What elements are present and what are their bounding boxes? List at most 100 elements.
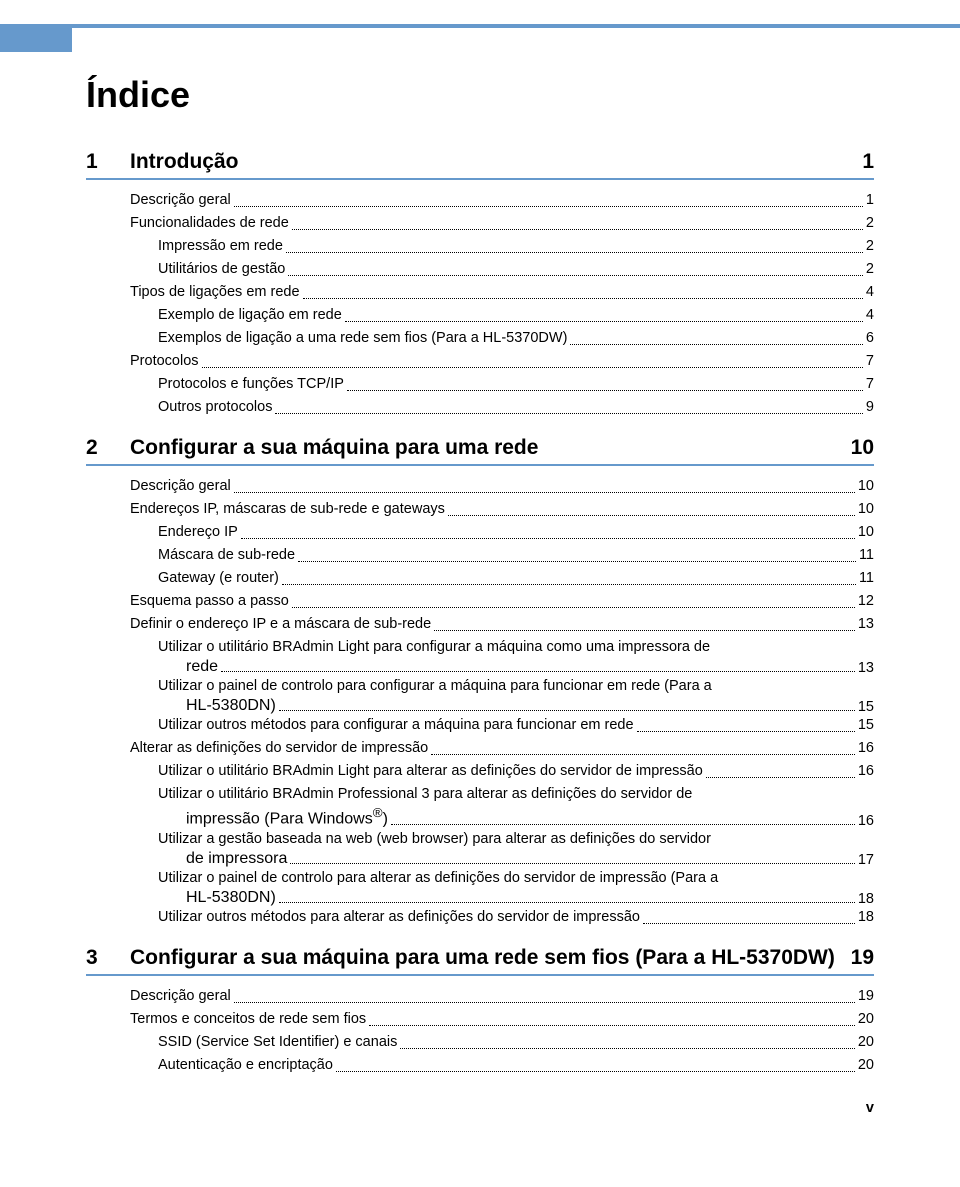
toc-text: Exemplo de ligação em rede (158, 305, 342, 326)
toc-page: 16 (858, 761, 874, 782)
toc-entry[interactable]: Utilizar a gestão baseada na web (web br… (86, 829, 874, 868)
toc-page: 12 (858, 591, 874, 612)
toc-page: 18 (858, 907, 874, 928)
leader-dots (336, 1071, 855, 1072)
toc-entry[interactable]: Utilizar o utilitário BRAdmin Light para… (86, 761, 874, 782)
toc-entry[interactable]: Utilizar o painel de controlo para confi… (86, 676, 874, 715)
toc-entry[interactable]: Tipos de ligações em rede 4 (86, 282, 874, 303)
toc-entry[interactable]: Utilizar o utilitário BRAdmin Light para… (86, 637, 874, 676)
toc-page: 4 (866, 305, 874, 326)
section-page: 1 (862, 150, 874, 174)
toc-entry[interactable]: Utilizar outros métodos para alterar as … (86, 907, 874, 928)
toc-page: 7 (866, 351, 874, 372)
toc-entry[interactable]: Protocolos e funções TCP/IP 7 (86, 374, 874, 395)
toc-page: 19 (858, 986, 874, 1007)
toc-entry[interactable]: Exemplos de ligação a uma rede sem fios … (86, 328, 874, 349)
header-rule (0, 24, 960, 28)
toc-entry[interactable]: Exemplo de ligação em rede 4 (86, 305, 874, 326)
toc-page: 10 (858, 499, 874, 520)
toc-page: 16 (858, 813, 874, 829)
toc-page: 2 (866, 236, 874, 257)
toc-text: Alterar as definições do servidor de imp… (130, 738, 428, 759)
leader-dots (275, 413, 862, 414)
toc-text: Utilizar outros métodos para configurar … (158, 715, 634, 736)
leader-dots (290, 863, 854, 864)
toc-text: Gateway (e router) (158, 568, 279, 589)
toc-entry[interactable]: Autenticação e encriptação20 (86, 1055, 874, 1076)
toc-text: Exemplos de ligação a uma rede sem fios … (158, 328, 567, 349)
toc-page: 15 (858, 715, 874, 736)
toc-entry[interactable]: Utilizar o utilitário BRAdmin Profession… (86, 784, 874, 828)
leader-dots (347, 390, 863, 391)
leader-dots (298, 561, 856, 562)
toc-list: Descrição geral 19Termos e conceitos de r… (86, 986, 874, 1076)
toc-text: Tipos de ligações em rede (130, 282, 300, 303)
section-title: Configurar a sua máquina para uma rede (130, 436, 839, 460)
section-page: 10 (851, 436, 874, 460)
toc-text: Descrição geral (130, 986, 231, 1007)
toc-entry[interactable]: SSID (Service Set Identifier) e canais20 (86, 1032, 874, 1053)
section-heading[interactable]: 3Configurar a sua máquina para uma rede … (86, 946, 874, 976)
toc-entry[interactable]: Utilizar o painel de controlo para alter… (86, 868, 874, 907)
leader-dots (345, 321, 863, 322)
toc-text: Endereços IP, máscaras de sub-rede e gat… (130, 499, 445, 520)
toc-page: 7 (866, 374, 874, 395)
toc-text: Utilizar outros métodos para alterar as … (158, 907, 640, 928)
toc-entry[interactable]: Alterar as definições do servidor de imp… (86, 738, 874, 759)
toc-entry[interactable]: Esquema passo a passo 12 (86, 591, 874, 612)
leader-dots (234, 206, 863, 207)
toc-page: 20 (858, 1009, 874, 1030)
toc-page: 15 (858, 699, 874, 715)
toc-entry[interactable]: Utilitários de gestão2 (86, 259, 874, 280)
header-tab (0, 24, 72, 52)
toc-entry[interactable]: Descrição geral 19 (86, 986, 874, 1007)
leader-dots (391, 824, 855, 825)
toc-entry[interactable]: Gateway (e router)11 (86, 568, 874, 589)
leader-dots (282, 584, 856, 585)
toc-text: Outros protocolos (158, 397, 272, 418)
toc-entry[interactable]: Endereços IP, máscaras de sub-rede e gat… (86, 499, 874, 520)
toc-entry[interactable]: Definir o endereço IP e a máscara de sub… (86, 614, 874, 635)
section-title: Configurar a sua máquina para uma rede s… (130, 946, 839, 970)
toc-entry[interactable]: Descrição geral1 (86, 190, 874, 211)
toc-entry[interactable]: Outros protocolos 9 (86, 397, 874, 418)
toc-page: 13 (858, 614, 874, 635)
toc-text: Esquema passo a passo (130, 591, 289, 612)
toc-text: Utilizar o utilitário BRAdmin Profession… (158, 784, 874, 805)
toc-page: 9 (866, 397, 874, 418)
page-number: v (866, 1100, 874, 1116)
toc-entry[interactable]: Termos e conceitos de rede sem fios20 (86, 1009, 874, 1030)
toc-entry[interactable]: Endereço IP10 (86, 522, 874, 543)
section-title: Introdução (130, 150, 850, 174)
leader-dots (637, 731, 855, 732)
page-body: Índice 1Introdução1Descrição geral1Funci… (0, 74, 960, 1138)
toc-continuation: impressão (Para Windows®)16 (158, 805, 874, 828)
toc-text: Protocolos (130, 351, 199, 372)
leader-dots (292, 229, 863, 230)
section-heading[interactable]: 2Configurar a sua máquina para uma rede1… (86, 436, 874, 466)
toc-entry[interactable]: Funcionalidades de rede2 (86, 213, 874, 234)
leader-dots (706, 777, 855, 778)
leader-dots (241, 538, 855, 539)
toc-list: Descrição geral10Endereços IP, máscaras … (86, 476, 874, 928)
page-title: Índice (86, 74, 874, 116)
toc-page: 6 (866, 328, 874, 349)
toc-text: Protocolos e funções TCP/IP (158, 374, 344, 395)
toc-page: 18 (858, 891, 874, 907)
toc-text: Funcionalidades de rede (130, 213, 289, 234)
section-heading[interactable]: 1Introdução1 (86, 150, 874, 180)
toc-entry[interactable]: Descrição geral10 (86, 476, 874, 497)
leader-dots (400, 1048, 855, 1049)
toc-entry[interactable]: Utilizar outros métodos para configurar … (86, 715, 874, 736)
toc-entry[interactable]: Protocolos 7 (86, 351, 874, 372)
leader-dots (234, 1002, 855, 1003)
toc-text-cont: HL-5380DN) (186, 697, 276, 715)
toc-text: Utilitários de gestão (158, 259, 285, 280)
toc-text: Autenticação e encriptação (158, 1055, 333, 1076)
toc-page: 10 (858, 522, 874, 543)
toc-entry[interactable]: Máscara de sub-rede11 (86, 545, 874, 566)
leader-dots (448, 515, 855, 516)
toc-entry[interactable]: Impressão em rede2 (86, 236, 874, 257)
toc-page: 4 (866, 282, 874, 303)
toc-text: SSID (Service Set Identifier) e canais (158, 1032, 397, 1053)
